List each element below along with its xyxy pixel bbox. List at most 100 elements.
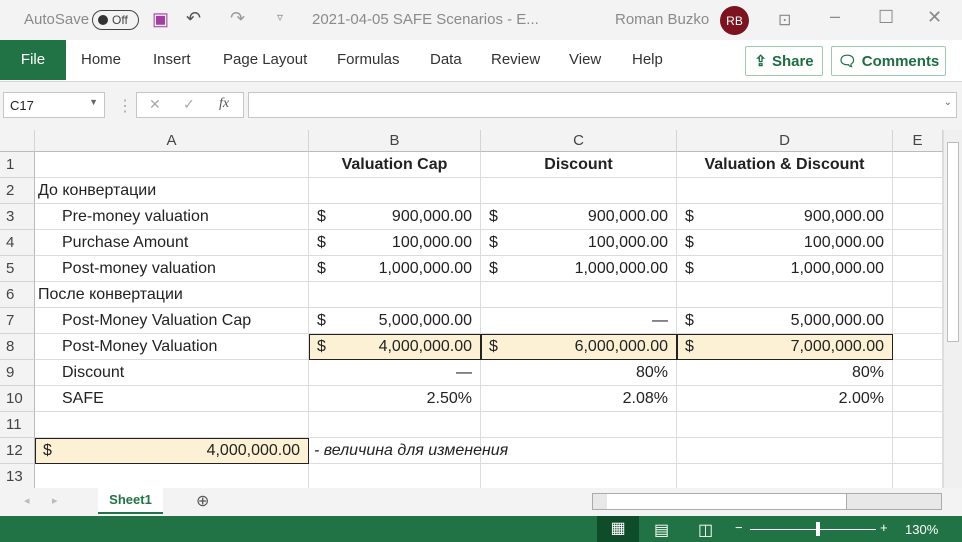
- row-header[interactable]: 10: [0, 386, 35, 412]
- cell-a9[interactable]: Discount: [35, 360, 309, 386]
- cell-b2[interactable]: [309, 178, 481, 204]
- cell-c13[interactable]: [481, 464, 677, 490]
- row-header[interactable]: 5: [0, 256, 35, 282]
- cell-c9[interactable]: 80%: [481, 360, 677, 386]
- cell-e9[interactable]: [893, 360, 943, 386]
- cell-c2[interactable]: [481, 178, 677, 204]
- formula-input[interactable]: ⌄: [248, 92, 957, 118]
- cell-a7[interactable]: Post-Money Valuation Cap: [35, 308, 309, 334]
- row-header[interactable]: 8: [0, 334, 35, 360]
- cell-e11[interactable]: [893, 412, 943, 438]
- h-scroll-thumb[interactable]: [607, 494, 847, 509]
- tab-formulas[interactable]: Formulas: [337, 51, 400, 68]
- tab-insert[interactable]: Insert: [153, 51, 191, 68]
- cell-a13[interactable]: [35, 464, 309, 490]
- minimize-icon[interactable]: –: [830, 6, 841, 26]
- prev-sheet-icon[interactable]: ◂: [24, 495, 30, 507]
- cell-a11[interactable]: [35, 412, 309, 438]
- cell-a1[interactable]: [35, 152, 309, 178]
- cell-c1[interactable]: Discount: [481, 152, 677, 178]
- column-header-e[interactable]: E: [893, 130, 943, 152]
- customize-qat-icon[interactable]: ▿: [277, 10, 284, 24]
- expand-formula-icon[interactable]: ⌄: [943, 97, 952, 108]
- cell-b8[interactable]: $4,000,000.00: [309, 334, 481, 360]
- cell-a10[interactable]: SAFE: [35, 386, 309, 412]
- zoom-slider[interactable]: [750, 529, 876, 530]
- cell-d13[interactable]: [677, 464, 893, 490]
- cell-b3[interactable]: $900,000.00: [309, 204, 481, 230]
- cell-a5[interactable]: Post-money valuation: [35, 256, 309, 282]
- cell-c12[interactable]: [481, 438, 677, 464]
- cell-b13[interactable]: [309, 464, 481, 490]
- row-header[interactable]: 13: [0, 464, 35, 490]
- tab-page-layout[interactable]: Page Layout: [223, 51, 308, 68]
- row-header[interactable]: 11: [0, 412, 35, 438]
- tab-data[interactable]: Data: [430, 51, 462, 68]
- tab-home[interactable]: Home: [81, 51, 122, 68]
- tab-file[interactable]: File: [0, 40, 66, 80]
- column-header-b[interactable]: B: [309, 130, 481, 152]
- cell-c5[interactable]: $1,000,000.00: [481, 256, 677, 282]
- row-header[interactable]: 1: [0, 152, 35, 178]
- cell-d1[interactable]: Valuation & Discount: [677, 152, 893, 178]
- column-header-a[interactable]: A: [35, 130, 309, 152]
- cell-c6[interactable]: [481, 282, 677, 308]
- cell-b4[interactable]: $100,000.00: [309, 230, 481, 256]
- column-header-d[interactable]: D: [677, 130, 893, 152]
- cancel-icon[interactable]: ✕: [149, 96, 161, 112]
- ribbon-display-icon[interactable]: ⊡: [778, 12, 792, 29]
- vertical-scrollbar[interactable]: [943, 130, 962, 488]
- enter-icon[interactable]: ✓: [183, 96, 195, 112]
- insert-function-icon[interactable]: fx: [219, 96, 230, 111]
- row-header[interactable]: 7: [0, 308, 35, 334]
- cell-e8[interactable]: [893, 334, 943, 360]
- row-header[interactable]: 4: [0, 230, 35, 256]
- close-icon[interactable]: ✕: [927, 7, 943, 27]
- page-break-view-icon[interactable]: ◫: [698, 522, 714, 539]
- cell-a12[interactable]: $4,000,000.00: [35, 438, 309, 464]
- cell-b7[interactable]: $5,000,000.00: [309, 308, 481, 334]
- select-all[interactable]: [0, 130, 35, 152]
- maximize-icon[interactable]: ☐: [878, 7, 895, 27]
- cell-e12[interactable]: [893, 438, 943, 464]
- cell-b9[interactable]: —: [309, 360, 481, 386]
- tab-view[interactable]: View: [569, 51, 602, 68]
- cell-d6[interactable]: [677, 282, 893, 308]
- add-sheet-icon[interactable]: ⊕: [196, 493, 210, 510]
- scroll-thumb[interactable]: [947, 142, 959, 342]
- chevron-down-icon[interactable]: ▼: [89, 97, 98, 107]
- next-sheet-icon[interactable]: ▸: [52, 495, 58, 507]
- cell-e4[interactable]: [893, 230, 943, 256]
- cell-d10[interactable]: 2.00%: [677, 386, 893, 412]
- tab-help[interactable]: Help: [632, 51, 663, 68]
- cell-e6[interactable]: [893, 282, 943, 308]
- cell-d2[interactable]: [677, 178, 893, 204]
- cell-d12[interactable]: [677, 438, 893, 464]
- undo-icon[interactable]: ↶: [186, 8, 202, 28]
- cell-e13[interactable]: [893, 464, 943, 490]
- avatar[interactable]: RB: [720, 6, 749, 35]
- row-header[interactable]: 2: [0, 178, 35, 204]
- name-box[interactable]: C17 ▼: [3, 92, 105, 118]
- column-header-c[interactable]: C: [481, 130, 677, 152]
- cell-d8[interactable]: $7,000,000.00: [677, 334, 893, 360]
- page-layout-view-icon[interactable]: ▤: [654, 522, 670, 539]
- row-header[interactable]: 6: [0, 282, 35, 308]
- comments-button[interactable]: 🗨 Comments: [831, 46, 946, 76]
- cell-d11[interactable]: [677, 412, 893, 438]
- redo-icon[interactable]: ↷: [230, 8, 246, 28]
- cell-d4[interactable]: $100,000.00: [677, 230, 893, 256]
- cell-b12[interactable]: - величина для изменения: [309, 438, 508, 464]
- cell-c11[interactable]: [481, 412, 677, 438]
- cell-b6[interactable]: [309, 282, 481, 308]
- cell-c7[interactable]: —: [481, 308, 677, 334]
- cell-b5[interactable]: $1,000,000.00: [309, 256, 481, 282]
- cell-a3[interactable]: Pre-money valuation: [35, 204, 309, 230]
- zoom-out-icon[interactable]: −: [735, 520, 743, 535]
- cell-b11[interactable]: [309, 412, 481, 438]
- row-header[interactable]: 3: [0, 204, 35, 230]
- cell-b10[interactable]: 2.50%: [309, 386, 481, 412]
- save-icon[interactable]: ▣: [152, 9, 170, 29]
- cell-e2[interactable]: [893, 178, 943, 204]
- zoom-level[interactable]: 130%: [905, 522, 939, 537]
